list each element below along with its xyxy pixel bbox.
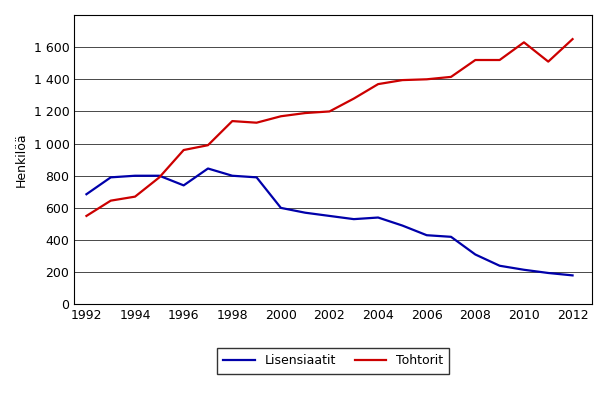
Tohtorit xyxy=(375,82,382,87)
Lisensiaatit xyxy=(569,273,576,278)
Tohtorit xyxy=(205,143,212,148)
Lisensiaatit xyxy=(423,233,430,238)
Lisensiaatit xyxy=(205,166,212,171)
Tohtorit xyxy=(107,198,114,203)
Tohtorit xyxy=(350,96,358,101)
Tohtorit xyxy=(326,109,333,114)
Lisensiaatit xyxy=(544,270,552,275)
Lisensiaatit xyxy=(447,234,455,240)
Lisensiaatit xyxy=(229,173,236,178)
Lisensiaatit xyxy=(472,252,479,257)
Tohtorit xyxy=(302,110,309,115)
Lisensiaatit xyxy=(350,217,358,222)
Tohtorit xyxy=(520,40,527,45)
Lisensiaatit xyxy=(520,267,527,272)
Tohtorit xyxy=(83,214,90,219)
Tohtorit xyxy=(131,194,138,199)
Lisensiaatit xyxy=(399,223,406,228)
Lisensiaatit xyxy=(253,175,260,180)
Tohtorit xyxy=(569,37,576,42)
Lisensiaatit xyxy=(326,214,333,219)
Tohtorit xyxy=(277,114,285,119)
Lisensiaatit xyxy=(375,215,382,220)
Lisensiaatit xyxy=(156,173,163,178)
Legend: Lisensiaatit, Tohtorit: Lisensiaatit, Tohtorit xyxy=(217,348,449,374)
Tohtorit xyxy=(544,59,552,64)
Lisensiaatit xyxy=(131,173,138,178)
Lisensiaatit xyxy=(83,192,90,197)
Lisensiaatit xyxy=(302,210,309,215)
Tohtorit xyxy=(447,74,455,79)
Lisensiaatit xyxy=(277,205,285,210)
Tohtorit xyxy=(229,119,236,124)
Lisensiaatit xyxy=(496,263,503,268)
Lisensiaatit xyxy=(180,183,188,188)
Tohtorit xyxy=(253,120,260,125)
Tohtorit xyxy=(180,148,188,153)
Tohtorit xyxy=(399,78,406,83)
Tohtorit xyxy=(156,175,163,180)
Line: Tohtorit: Tohtorit xyxy=(86,39,572,216)
Tohtorit xyxy=(423,77,430,82)
Tohtorit xyxy=(496,58,503,63)
Line: Lisensiaatit: Lisensiaatit xyxy=(86,168,572,275)
Y-axis label: Henkilöä: Henkilöä xyxy=(15,133,28,187)
Lisensiaatit xyxy=(107,175,114,180)
Tohtorit xyxy=(472,58,479,63)
